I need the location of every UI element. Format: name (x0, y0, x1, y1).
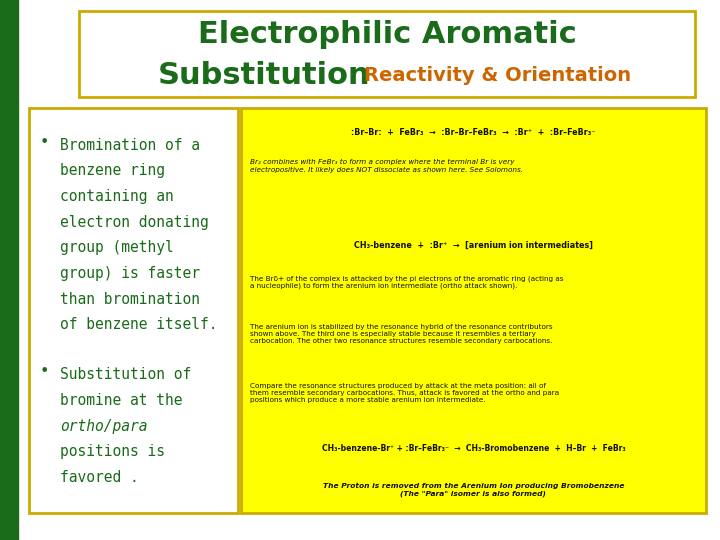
Text: Compare the resonance structures produced by attack at the meta position: all of: Compare the resonance structures produce… (250, 383, 559, 403)
Bar (0, 0, 18, 540)
FancyBboxPatch shape (29, 108, 238, 513)
Text: Substitution: Substitution (158, 61, 370, 90)
Text: The Proton is removed from the Arenium Ion producing Bromobenzene
(The "Para" is: The Proton is removed from the Arenium I… (323, 483, 624, 497)
Text: bromine at the: bromine at the (60, 393, 182, 408)
Text: electron donating: electron donating (60, 214, 209, 230)
Text: of benzene itself.: of benzene itself. (60, 317, 217, 332)
Text: :Br–Br:  +  FeBr₃  →  :Br–Br–FeBr₃  →  :Br⁺  +  :Br–FeBr₃⁻: :Br–Br: + FeBr₃ → :Br–Br–FeBr₃ → :Br⁺ + … (351, 128, 595, 137)
FancyBboxPatch shape (241, 108, 706, 513)
FancyBboxPatch shape (79, 11, 695, 97)
Text: The Brδ+ of the complex is attacked by the pi electrons of the aromatic ring (ac: The Brδ+ of the complex is attacked by t… (250, 275, 563, 289)
Text: ortho/para: ortho/para (60, 418, 148, 434)
Text: CH₃-benzene  +  :Br⁺  →  [arenium ion intermediates]: CH₃-benzene + :Br⁺ → [arenium ion interm… (354, 241, 593, 250)
Text: Bromination of a: Bromination of a (60, 138, 199, 153)
Text: The arenium ion is stabilized by the resonance hybrid of the resonance contribut: The arenium ion is stabilized by the res… (250, 324, 552, 344)
Text: than bromination: than bromination (60, 292, 199, 307)
Text: positions is: positions is (60, 444, 165, 459)
Text: Electrophilic Aromatic: Electrophilic Aromatic (197, 21, 577, 50)
Text: group) is faster: group) is faster (60, 266, 199, 281)
Text: Reactivity & Orientation: Reactivity & Orientation (364, 66, 631, 85)
Text: Br₂ combines with FeBr₃ to form a complex where the terminal Br is very
electrop: Br₂ combines with FeBr₃ to form a comple… (250, 159, 523, 173)
Text: CH₃-benzene-Br⁺ + :Br–FeBr₃⁻  →  CH₃-Bromobenzene  +  H–Br  +  FeBr₃: CH₃-benzene-Br⁺ + :Br–FeBr₃⁻ → CH₃-Bromo… (322, 444, 625, 453)
Text: •: • (40, 135, 49, 150)
Text: •: • (40, 364, 49, 380)
Text: group (methyl: group (methyl (60, 240, 174, 255)
Text: benzene ring: benzene ring (60, 163, 165, 178)
Text: favored .: favored . (60, 470, 138, 485)
Text: Substitution of: Substitution of (60, 367, 191, 382)
Text: containing an: containing an (60, 189, 174, 204)
